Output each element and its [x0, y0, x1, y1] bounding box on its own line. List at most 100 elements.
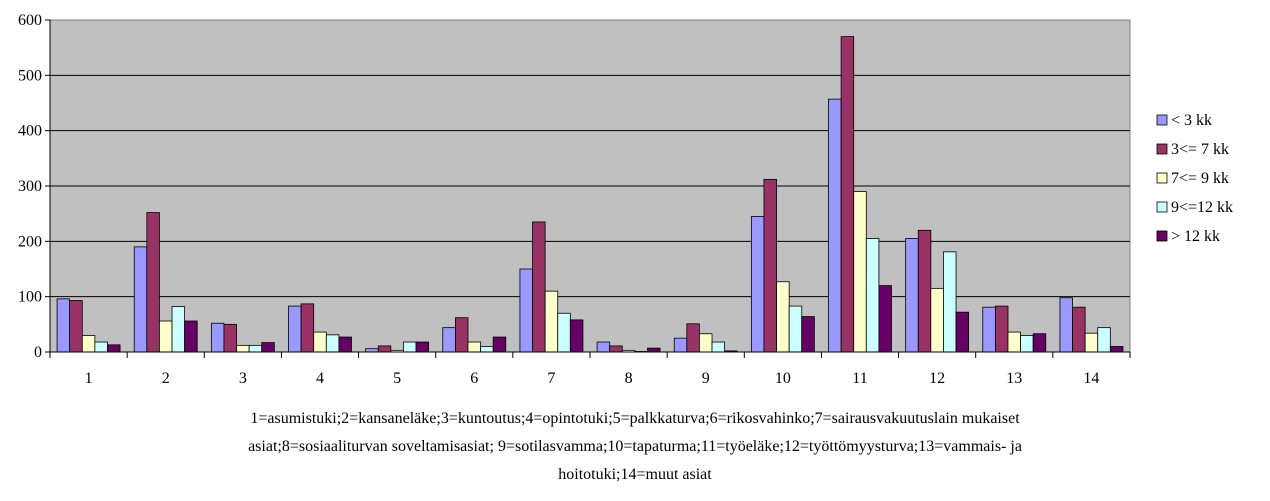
- bar: [1072, 306, 1086, 353]
- bar: [699, 333, 713, 353]
- y-tick-label: 0: [34, 344, 42, 361]
- bar: [878, 285, 892, 353]
- bar: [415, 341, 430, 353]
- bar: [994, 305, 1009, 353]
- x-tick-label: 9: [702, 370, 710, 387]
- bar: [532, 221, 546, 353]
- y-axis: 0 100 200 300 400 500 600: [18, 12, 51, 361]
- bar: [917, 229, 932, 353]
- y-tick-label: 600: [18, 12, 42, 29]
- bar: [94, 341, 108, 353]
- bar: [325, 334, 340, 353]
- x-tick-label: 1: [85, 370, 93, 387]
- y-tick-label: 400: [18, 123, 42, 140]
- bar: [686, 323, 700, 353]
- legend: < 3 kk 3<= 7 kk 7<= 9 kk 9<=12 kk > 12 kk: [1156, 112, 1233, 245]
- bar: [403, 341, 417, 353]
- bar: [982, 306, 996, 353]
- legend-label: 7<= 9 kk: [1171, 170, 1229, 187]
- bar: [776, 281, 790, 353]
- bar: [955, 311, 970, 353]
- bar: [338, 336, 352, 353]
- bar: [840, 36, 855, 353]
- legend-label: < 3 kk: [1171, 112, 1212, 129]
- bar: [288, 305, 302, 353]
- bar: [261, 342, 275, 353]
- bar: [905, 238, 919, 353]
- x-tick-label: 11: [852, 370, 867, 387]
- bar: [801, 316, 815, 353]
- legend-swatch: [1156, 172, 1168, 184]
- bar: [107, 344, 121, 353]
- x-tick-label: 14: [1083, 370, 1099, 387]
- bar: [828, 98, 842, 353]
- legend-swatch: [1156, 201, 1168, 213]
- legend-label: > 12 kk: [1171, 228, 1220, 245]
- bar: [223, 323, 237, 353]
- y-tick-label: 300: [18, 178, 42, 195]
- bar: [56, 298, 71, 353]
- bar: [159, 320, 173, 353]
- bar: [544, 290, 559, 353]
- bar: [763, 178, 777, 353]
- bar: [377, 345, 392, 353]
- bar: [236, 344, 250, 353]
- legend-swatch: [1156, 114, 1168, 126]
- bar: [146, 212, 160, 353]
- x-tick-label: 6: [470, 370, 478, 387]
- x-axis: 1 2 3 4 5 6 7 8 9 10 11 12 13 14: [49, 351, 1131, 387]
- caption-line-3: hoitotuki;14=muut asiat: [558, 466, 712, 483]
- bar: [1084, 332, 1099, 353]
- bar: [865, 238, 880, 353]
- bar: [519, 268, 533, 353]
- y-tick-label: 100: [18, 289, 42, 306]
- bar: [673, 337, 688, 353]
- caption-line-1: 1=asumistuki;2=kansaneläke;3=kuntoutus;4…: [250, 410, 1020, 427]
- legend-swatch: [1156, 230, 1168, 242]
- x-tick-label: 13: [1006, 370, 1022, 387]
- legend-label: 3<= 7 kk: [1171, 141, 1229, 158]
- bar: [596, 341, 611, 353]
- bars: [56, 36, 1124, 353]
- bar: [750, 216, 765, 353]
- bar: [557, 312, 571, 353]
- y-tick-label: 200: [18, 233, 42, 250]
- x-tick-label: 4: [316, 370, 324, 387]
- bar: [69, 300, 83, 353]
- bar: [248, 344, 263, 353]
- bar: [569, 319, 584, 353]
- caption-line-2: asiat;8=sosiaaliturvan soveltamisasiat; …: [248, 438, 1022, 455]
- bar: [1097, 327, 1111, 353]
- x-tick-label: 7: [547, 370, 555, 387]
- bar: [313, 331, 327, 353]
- bar: [492, 336, 507, 353]
- bar: [788, 305, 803, 353]
- bar: [81, 334, 96, 353]
- bar: [171, 306, 186, 353]
- bar: [210, 322, 225, 353]
- bar: [1109, 346, 1124, 353]
- category-caption: 1=asumistuki;2=kansaneläke;3=kuntoutus;4…: [0, 405, 1270, 489]
- bar: [480, 346, 494, 353]
- x-tick-label: 3: [239, 370, 247, 387]
- legend-swatch: [1156, 143, 1168, 155]
- x-tick-label: 10: [775, 370, 791, 387]
- x-tick-label: 12: [929, 370, 945, 387]
- bar: [1007, 331, 1021, 353]
- bar: [133, 246, 148, 353]
- bar: [467, 341, 481, 353]
- x-tick-label: 8: [625, 370, 633, 387]
- bar: [930, 287, 944, 353]
- bar: [943, 251, 957, 353]
- bar: [454, 317, 469, 353]
- y-tick-label: 500: [18, 67, 42, 84]
- bar: [647, 347, 661, 353]
- bar: [442, 327, 456, 353]
- bar: [184, 320, 198, 353]
- bar: [1020, 334, 1034, 353]
- x-tick-label: 2: [162, 370, 170, 387]
- bar: [711, 341, 726, 353]
- bar: [853, 191, 867, 353]
- bar: [300, 303, 315, 353]
